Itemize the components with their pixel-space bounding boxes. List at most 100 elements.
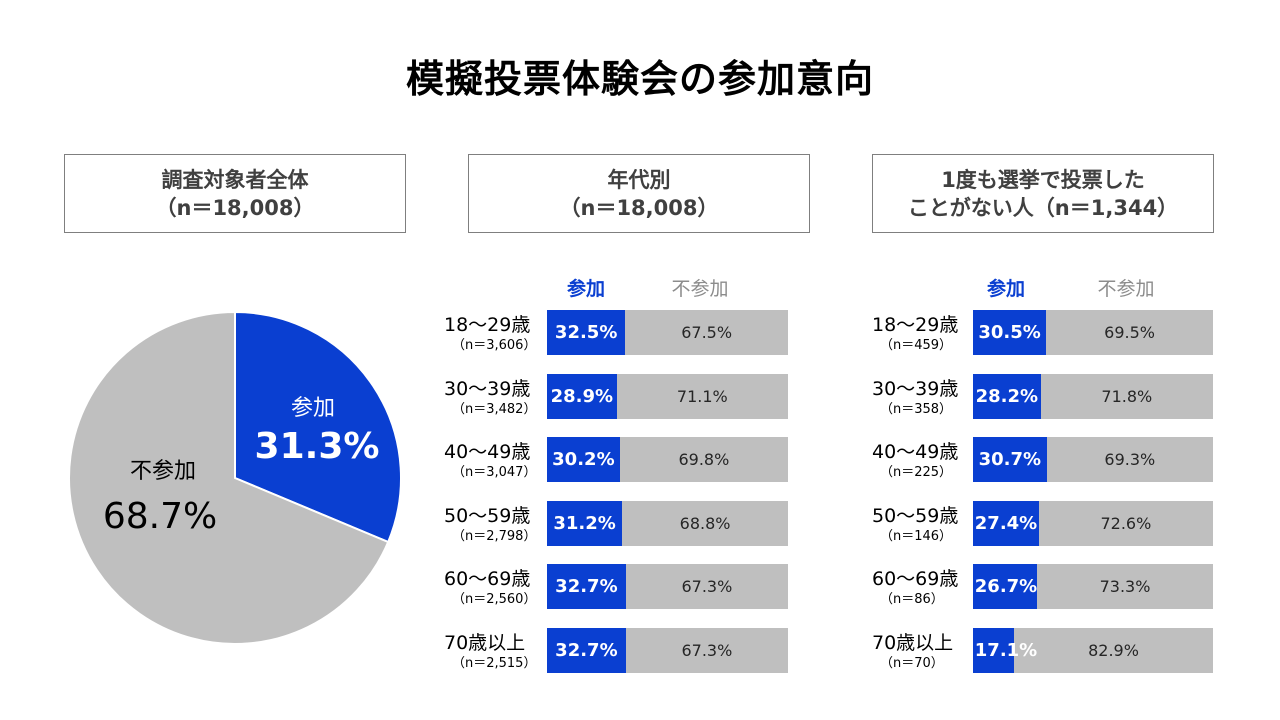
age-value-participate: 32.7% [555, 576, 618, 597]
age-value-participate: 32.7% [555, 640, 618, 661]
never-voted-bar-participate [973, 374, 1041, 419]
never-voted-bar-participate [973, 564, 1038, 609]
never-voted-value-not-participate: 72.6% [1100, 514, 1152, 533]
age-value-not-participate: 68.8% [679, 514, 731, 533]
age-value-not-participate: 69.8% [678, 450, 730, 469]
age-n-label: （n＝3,047） [452, 465, 537, 480]
age-bar-not-participate: 30.2% 69.8% [547, 437, 788, 482]
never-voted-value-not-participate: 69.5% [1104, 323, 1155, 342]
never-voted-bar-not-participate: 17.1% 82.9% [973, 628, 1213, 673]
overall-header-line2: （n＝18,008） [155, 195, 315, 220]
never-voted-value-not-participate: 71.8% [1101, 387, 1153, 406]
age-n-label: （n＝3,482） [452, 402, 537, 417]
never-voted-value-participate: 30.7% [978, 449, 1042, 470]
never-voted-value-participate: 30.5% [978, 322, 1041, 343]
never-voted-n-label: （n＝225） [880, 465, 953, 480]
age-row-label: 60～69歳 （n＝2,560） [444, 568, 537, 607]
age-value-not-participate: 67.3% [681, 641, 733, 660]
never-voted-value-not-participate: 73.3% [1099, 577, 1151, 596]
never-voted-header-line2: ことがない人（n＝1,344） [907, 195, 1179, 220]
pie-value-not-participate: 68.7% [103, 496, 217, 537]
never-voted-bar-not-participate: 30.7% 69.3% [973, 437, 1213, 482]
never-voted-value-participate: 27.4% [974, 513, 1038, 534]
age-n-label: （n＝2,515） [452, 656, 537, 671]
age-value-participate: 31.2% [553, 513, 616, 534]
age-row-label: 40～49歳 （n＝3,047） [444, 441, 537, 480]
age-n-label: （n＝2,560） [452, 592, 537, 607]
never-voted-row-label: 60～69歳 （n＝86） [872, 568, 959, 607]
never-voted-value-participate: 17.1% [974, 640, 1038, 661]
age-age-label: 70歳以上 [444, 632, 526, 654]
overall-panel-header: 調査対象者全体 （n＝18,008） [64, 154, 406, 233]
never-voted-header-line1: 1度も選挙で投票した [941, 167, 1145, 192]
age-bar-not-participate: 32.7% 67.3% [547, 564, 788, 609]
age-age-label: 60～69歳 [444, 568, 531, 590]
age-bar-participate [547, 501, 623, 546]
age-value-not-participate: 71.1% [676, 387, 728, 406]
age-header-line1: 年代別 [607, 167, 671, 192]
never-voted-n-label: （n＝70） [880, 656, 944, 671]
never-voted-n-label: （n＝358） [880, 402, 953, 417]
age-value-not-participate: 67.3% [681, 577, 733, 596]
age-row-label: 18～29歳 （n＝3,606） [444, 314, 537, 353]
pie-value-participate: 31.3% [255, 426, 380, 467]
never-voted-legend-not-participate: 不参加 [1097, 278, 1155, 300]
never-voted-row-label: 30～39歳 （n＝358） [872, 378, 959, 417]
age-age-label: 30～39歳 [444, 378, 531, 400]
never-voted-row-label: 70歳以上 （n＝70） [872, 634, 953, 671]
age-bar-participate [547, 628, 626, 673]
overall-pie-chart: 参加 31.3% 不参加 68.7% [68, 310, 402, 645]
never-voted-n-label: （n＝86） [880, 592, 944, 607]
age-n-label: （n＝2,798） [452, 529, 537, 544]
age-value-participate: 28.9% [550, 386, 614, 407]
never-voted-value-participate: 26.7% [974, 576, 1038, 597]
never-voted-row-label: 40～49歳 （n＝225） [872, 441, 959, 480]
never-voted-bar-participate [973, 310, 1047, 355]
pie-slice-not-participate [68, 310, 390, 645]
age-row-label: 70歳以上 （n＝2,515） [444, 632, 537, 671]
never-voted-n-label: （n＝459） [880, 338, 953, 353]
age-age-label: 40～49歳 [444, 441, 531, 463]
never-voted-age-label: 40～49歳 [872, 441, 959, 463]
never-voted-bar-not-participate: 27.4% 72.6% [973, 501, 1213, 546]
age-n-label: （n＝3,606） [452, 338, 537, 353]
never-voted-bar-participate [973, 628, 1015, 673]
overall-header-line1: 調査対象者全体 [161, 167, 309, 192]
age-bar-participate [547, 374, 617, 419]
pie-label-not-participate: 不参加 [130, 459, 196, 484]
never-voted-row-label: 18～29歳 （n＝459） [872, 316, 958, 353]
age-value-participate: 32.5% [554, 322, 618, 343]
age-legend-not-participate: 不参加 [671, 278, 729, 300]
never-voted-legend-participate: 参加 [986, 278, 1025, 300]
age-value-participate: 30.2% [552, 449, 615, 470]
age-panel-header: 年代別 （n＝18,008） [468, 154, 810, 233]
page-title: 模擬投票体験会の参加意向 [405, 57, 874, 101]
age-legend-participate: 参加 [566, 278, 605, 300]
never-voted-bar-not-participate: 26.7% 73.3% [973, 564, 1213, 609]
age-bar-participate [547, 564, 626, 609]
pie-label-participate: 参加 [291, 396, 335, 421]
never-voted-bar-not-participate: 30.5% 69.5% [973, 310, 1213, 355]
age-value-not-participate: 67.5% [681, 323, 733, 342]
age-header-line2: （n＝18,008） [559, 195, 719, 220]
age-bar-participate [547, 437, 620, 482]
never-voted-panel-header: 1度も選挙で投票した ことがない人（n＝1,344） [872, 154, 1214, 233]
age-age-label: 18～29歳 [444, 314, 531, 336]
age-age-label: 50～59歳 [444, 505, 531, 527]
never-voted-n-label: （n＝146） [880, 529, 953, 544]
never-voted-age-label: 60～69歳 [872, 568, 959, 590]
never-voted-value-not-participate: 82.9% [1088, 641, 1139, 660]
never-voted-age-label: 30～39歳 [872, 378, 959, 400]
age-bar-not-participate: 32.7% 67.3% [547, 628, 788, 673]
never-voted-value-not-participate: 69.3% [1104, 450, 1156, 469]
pie-slice-participate [234, 310, 402, 544]
never-voted-row-label: 50～59歳 （n＝146） [872, 505, 959, 544]
never-voted-age-label: 50～59歳 [872, 505, 959, 527]
age-bar-not-participate: 28.9% 71.1% [547, 374, 788, 419]
age-bar-not-participate: 31.2% 68.8% [547, 501, 788, 546]
age-row-label: 50～59歳 （n＝2,798） [444, 505, 537, 544]
age-bar-not-participate: 32.5% 67.5% [547, 310, 788, 355]
never-voted-bar-participate [973, 501, 1039, 546]
age-row-label: 30～39歳 （n＝3,482） [444, 378, 537, 417]
never-voted-bar-not-participate: 28.2% 71.8% [973, 374, 1213, 419]
